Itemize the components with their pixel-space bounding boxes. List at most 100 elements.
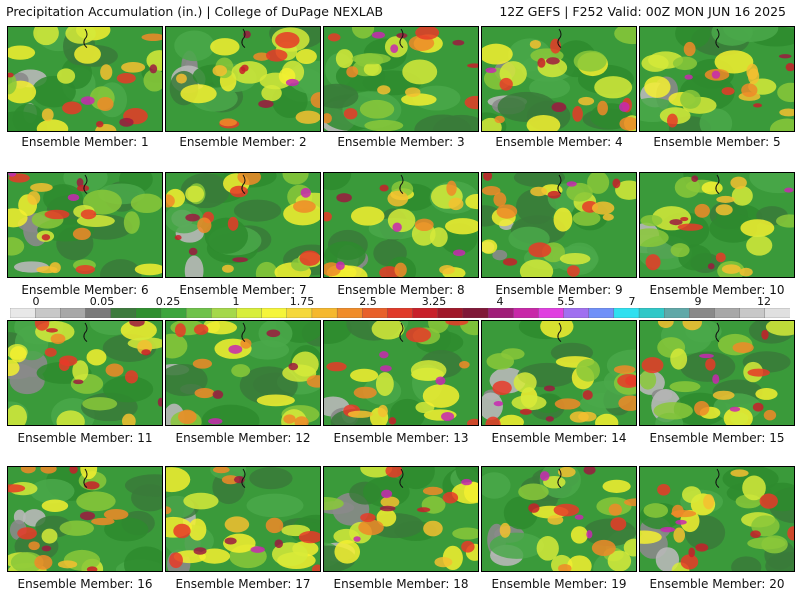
precip-contour: [445, 321, 469, 326]
precip-contour: [28, 541, 40, 551]
precip-contour: [414, 218, 434, 232]
precip-contour: [288, 362, 299, 371]
precip-contour: [185, 185, 205, 203]
colorbar-swatch: [85, 308, 112, 318]
precip-contour: [546, 57, 560, 65]
precip-contour: [617, 374, 636, 388]
precip-contour: [666, 113, 678, 128]
precip-contour: [613, 365, 636, 374]
colorbar-label: 7: [628, 295, 636, 308]
precip-contour: [499, 522, 511, 538]
coastline: [241, 28, 246, 48]
precip-contour: [102, 376, 154, 403]
precip-contour: [116, 73, 136, 84]
precip-contour: [739, 267, 753, 277]
precip-contour: [174, 323, 186, 338]
coastline: [399, 322, 404, 342]
precip-contour: [682, 321, 702, 331]
precip-contour: [705, 358, 716, 371]
precip-contour: [231, 364, 251, 378]
precip-contour: [295, 110, 320, 124]
colorbar-label: 2.5: [359, 295, 377, 308]
precip-field: [482, 321, 636, 425]
precip-contour: [750, 530, 761, 538]
precip-contour: [166, 203, 204, 234]
precip-contour: [69, 467, 78, 474]
precip-contour: [731, 556, 762, 571]
precip-contour: [221, 264, 234, 273]
precip-contour: [380, 496, 400, 508]
precip-contour: [10, 551, 44, 571]
precip-field: [8, 173, 162, 277]
colorbar-label: 12: [757, 295, 771, 308]
precip-contour: [566, 182, 593, 202]
precip-contour: [376, 508, 397, 527]
precip-contour: [712, 374, 720, 385]
header: Precipitation Accumulation (in.) | Colle…: [0, 0, 800, 24]
precip-contour: [709, 213, 758, 243]
precip-field: [166, 173, 320, 277]
precip-contour: [595, 413, 619, 425]
precip-contour: [250, 546, 265, 553]
precip-contour: [8, 45, 36, 60]
precip-contour: [324, 496, 344, 511]
precip-contour: [192, 358, 213, 369]
precip-contour: [199, 548, 231, 564]
precip-contour: [65, 27, 96, 44]
precip-contour: [483, 173, 493, 181]
precip-contour: [574, 514, 584, 520]
precip-contour: [769, 118, 794, 131]
precip-contour: [715, 204, 733, 216]
precip-field: [166, 27, 320, 131]
precip-contour: [485, 416, 501, 425]
precip-field: [640, 173, 794, 277]
precip-contour: [79, 511, 96, 521]
precip-contour: [43, 184, 84, 213]
colorbar-strip: [10, 308, 790, 318]
ensemble-member-map: [165, 172, 321, 278]
precip-contour: [434, 557, 453, 568]
precip-contour: [459, 361, 470, 369]
precip-contour: [452, 249, 466, 257]
precip-contour: [540, 471, 550, 481]
ensemble-member-map: [323, 466, 479, 572]
precip-contour: [166, 506, 172, 515]
precip-contour: [553, 207, 573, 232]
colorbar-swatch: [362, 308, 389, 318]
precip-contour: [123, 211, 140, 234]
precip-contour: [124, 370, 139, 384]
precip-contour: [72, 227, 91, 240]
precip-contour: [485, 67, 497, 74]
precip-contour: [275, 32, 300, 49]
precip-contour: [677, 223, 703, 231]
precip-contour: [566, 181, 577, 187]
coastline: [241, 468, 246, 488]
precip-contour: [587, 173, 610, 194]
precip-contour: [212, 390, 224, 399]
precip-contour: [324, 83, 359, 109]
precip-contour: [300, 187, 311, 198]
precip-contour: [657, 321, 674, 328]
ensemble-member-map: [481, 466, 637, 572]
colorbar-swatch: [664, 308, 691, 318]
precip-field: [324, 173, 478, 277]
precip-contour: [612, 178, 621, 189]
precip-contour: [166, 333, 188, 359]
precip-contour: [335, 261, 345, 271]
colorbar-label: 5.5: [557, 295, 575, 308]
precip-contour: [283, 414, 296, 424]
precip-contour: [765, 321, 794, 336]
precip-contour: [49, 262, 61, 274]
precip-contour: [675, 27, 711, 49]
colorbar-label: 0.05: [89, 295, 115, 308]
precip-contour: [379, 505, 396, 512]
precip-contour: [614, 27, 636, 45]
precip-contour: [295, 49, 317, 65]
precip-contour: [240, 338, 252, 349]
colorbar-swatch: [689, 308, 716, 318]
coastline: [557, 322, 562, 342]
precip-contour: [785, 62, 794, 72]
colorbar-label: 9: [694, 295, 702, 308]
precip-contour: [364, 119, 404, 131]
precip-contour: [482, 186, 501, 196]
